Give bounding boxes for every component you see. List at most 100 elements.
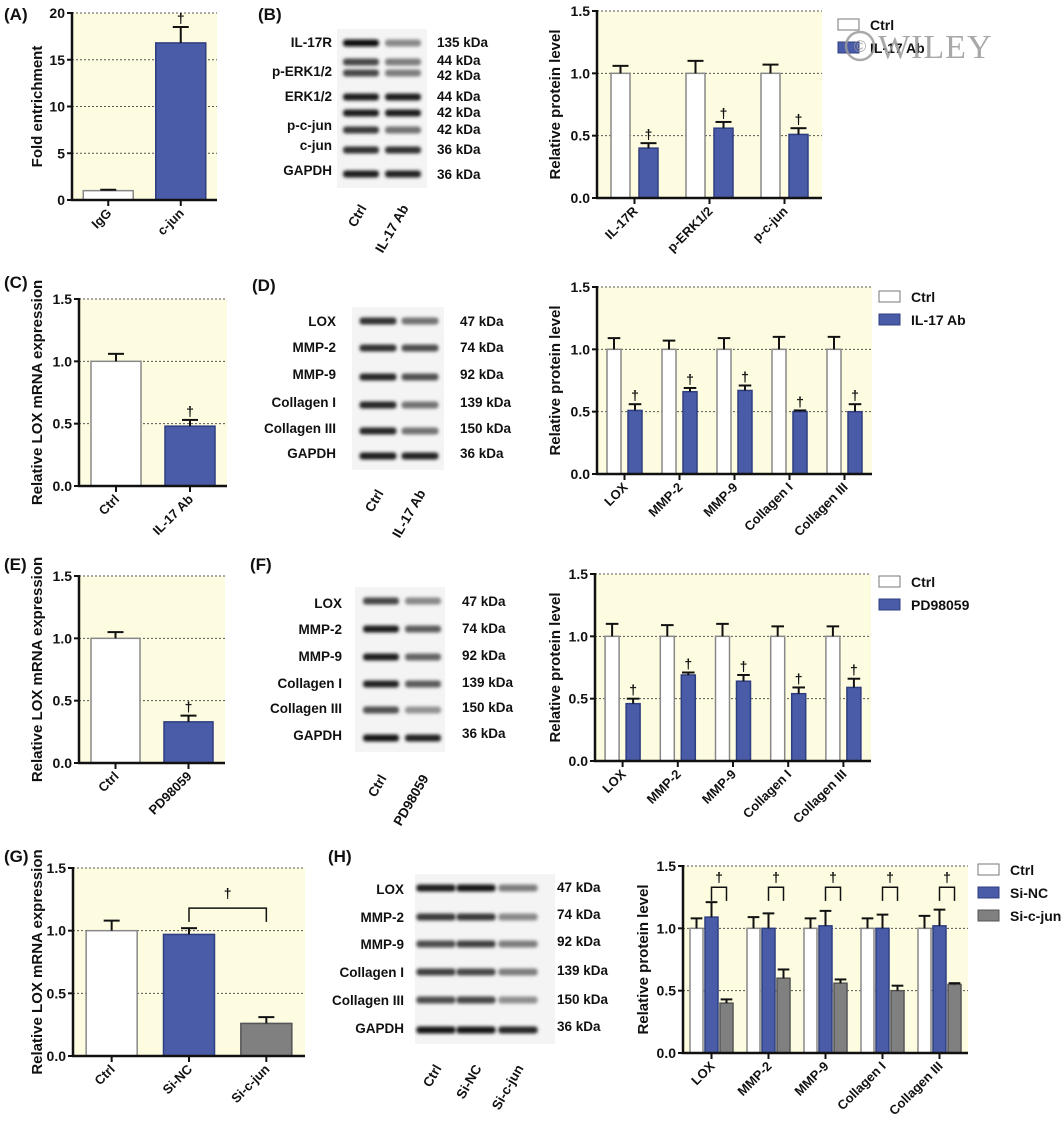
x-tick-label: Collagen III <box>790 767 850 827</box>
y-tick-label: 0 <box>57 192 65 208</box>
blot-protein-label: MMP-2 <box>293 340 337 355</box>
legend-label: Si-NC <box>1010 885 1048 901</box>
significance-mark: † <box>741 368 749 384</box>
bar-p-c-jun-ctrl <box>760 72 781 199</box>
significance-mark: † <box>772 869 780 885</box>
y-tick-label: 0.5 <box>53 416 73 432</box>
blot-kda-label: 150 kDa <box>557 992 609 1007</box>
y-tick-label: 1.0 <box>569 628 589 644</box>
y-tick-label: 1.0 <box>657 920 677 936</box>
bar-collagen-iii-ctrl <box>825 635 841 762</box>
blot-band <box>385 58 421 66</box>
blot-band <box>363 680 399 688</box>
blot-band <box>363 597 399 605</box>
blot-protein-label: GAPDH <box>287 446 336 461</box>
blot-band <box>343 170 379 178</box>
blot-band <box>363 653 399 661</box>
blot-protein-label: Collagen I <box>271 395 336 410</box>
y-axis-label: Relative protein level <box>547 592 564 742</box>
blot-band <box>343 109 379 117</box>
charts-layer: 0 5 10 15 20 Fold entrichment IgG † c-jun 0.0 0.5 1… <box>29 3 1061 1118</box>
blot-band <box>416 996 456 1004</box>
blot-kda-label: 42 kDa <box>437 105 481 120</box>
bar-lox-pd98059 <box>625 702 641 762</box>
bar-lox-si-nc <box>704 916 719 1054</box>
bar-ctrl <box>90 360 142 487</box>
blot-lane-label: Ctrl <box>420 1062 445 1090</box>
chart-a: 0 5 10 15 20 Fold entrichment IgG † c-jun <box>29 5 217 238</box>
copyright-symbol: © <box>854 37 867 56</box>
y-tick-label: 1.5 <box>47 860 67 876</box>
y-tick-label: 20 <box>49 5 65 21</box>
blot-band <box>363 706 399 714</box>
blot-kda-label: 36 kDa <box>437 167 481 182</box>
significance-mark: † <box>631 387 639 403</box>
western-blot-d: LOX 47 kDa MMP-2 74 kDa MMP-9 92 kDa Collagen … <box>264 307 512 540</box>
blot-band <box>456 884 496 892</box>
y-tick-label: 1.0 <box>47 923 67 939</box>
blot-kda-label: 42 kDa <box>437 68 481 83</box>
bar-mmp-9-ctrl <box>714 635 731 762</box>
legend-swatch <box>878 290 901 303</box>
bar-lox-ctrl <box>604 635 620 762</box>
blot-band <box>405 653 441 661</box>
significance-mark: † <box>886 869 894 885</box>
significance-mark: † <box>943 869 951 885</box>
blot-band <box>456 1026 496 1034</box>
blot-lane-label: PD98059 <box>390 772 431 828</box>
blot-protein-label: GAPDH <box>283 163 332 178</box>
wiley-watermark: © WILEY <box>844 29 992 66</box>
blot-band <box>385 126 421 134</box>
y-axis-label: Relative LOX mRNA expression <box>29 280 46 505</box>
y-tick-label: 1.5 <box>657 858 677 874</box>
blot-band <box>456 968 496 976</box>
blot-protein-label: LOX <box>308 314 336 329</box>
bar-collagen-i-ctrl <box>769 635 786 762</box>
legend: Ctrl PD98059 <box>878 574 970 613</box>
blot-kda-label: 36 kDa <box>460 446 504 461</box>
y-tick-label: 1.5 <box>571 3 591 19</box>
x-tick-label: Collagen I <box>740 767 795 822</box>
y-axis-label: Relative protein level <box>547 305 564 455</box>
y-tick-label: 0.0 <box>571 190 591 206</box>
legend-swatch <box>878 598 901 611</box>
blot-lane-label: Si-NC <box>453 1062 484 1102</box>
blot-band <box>359 317 397 325</box>
blot-kda-label: 47 kDa <box>462 594 506 609</box>
bar-c-jun <box>155 42 207 201</box>
significance-mark: † <box>720 105 728 121</box>
blot-kda-label: 42 kDa <box>437 122 481 137</box>
bar-lox-ctrl <box>689 927 704 1054</box>
significance-mark: † <box>686 371 694 387</box>
significance-mark: † <box>829 869 837 885</box>
plot-background <box>595 574 871 761</box>
bar-collagen-iii-si-nc <box>932 925 947 1054</box>
blot-band <box>416 968 456 976</box>
y-tick-label: 1.0 <box>53 630 73 646</box>
blot-band <box>405 706 441 714</box>
blot-band <box>359 452 397 460</box>
x-tick-label: Collagen III <box>791 480 851 540</box>
blot-kda-label: 36 kDa <box>462 726 506 741</box>
legend: Ctrl Si-NC Si-c-jun <box>977 862 1061 924</box>
significance-mark: † <box>186 403 194 419</box>
legend-label: Ctrl <box>1010 862 1034 878</box>
y-axis-label: Relative protein level <box>635 884 652 1034</box>
blot-protein-label: c-jun <box>300 138 332 153</box>
blot-band <box>359 401 397 409</box>
bar-collagen-i-si-nc <box>875 927 890 1054</box>
bar-il-17r-ctrl <box>610 72 631 199</box>
blot-protein-label: MMP-9 <box>299 649 343 664</box>
blot-band <box>359 427 397 435</box>
significance-mark: † <box>851 387 859 403</box>
legend-label: IL-17 Ab <box>870 40 925 56</box>
significance-mark: † <box>740 658 748 674</box>
blot-kda-label: 44 kDa <box>437 53 481 68</box>
y-tick-label: 0.0 <box>53 478 73 494</box>
x-tick-label: c-jun <box>154 205 187 238</box>
significance-bracket <box>824 886 842 901</box>
blot-band <box>401 317 439 325</box>
x-tick-label: MMP-2 <box>644 767 684 807</box>
blot-band <box>401 427 439 435</box>
